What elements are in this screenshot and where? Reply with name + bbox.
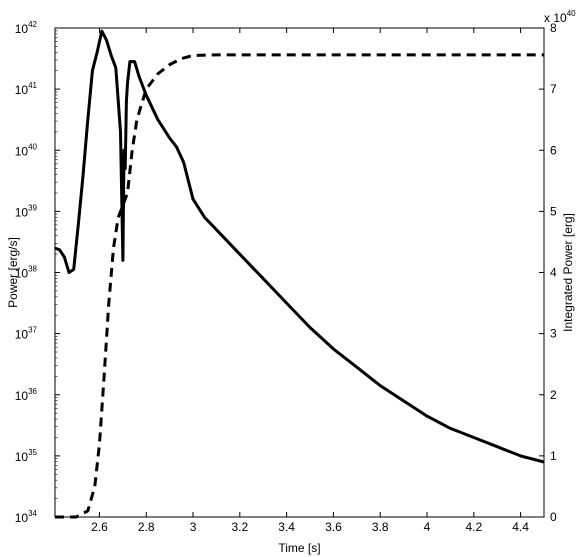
y-right-tick-label: 3: [550, 327, 557, 341]
x-tick-label: 3.2: [231, 520, 248, 534]
y-left-tick-label: 1042: [15, 20, 38, 36]
right-axis-multiplier-exponent: 40: [567, 9, 576, 18]
x-tick-label: 4.2: [465, 520, 482, 534]
y-right-tick-label: 0: [550, 510, 557, 524]
y-left-tick-label: 1034: [15, 509, 38, 525]
y-right-tick-label: 1: [550, 449, 557, 463]
x-tick-label: 4.4: [512, 520, 529, 534]
y-left-tick-label: 1040: [15, 142, 38, 158]
y-right-tick-label: 6: [550, 143, 557, 157]
x-tick-label: 2.6: [91, 520, 108, 534]
y-left-tick-label: 1041: [15, 81, 38, 97]
integrated-power-line: [55, 53, 544, 519]
y-right-tick-label: 4: [550, 266, 557, 280]
y-axis-left-label: Power [erg/s]: [6, 237, 20, 308]
x-axis-label: Time [s]: [278, 541, 320, 555]
x-tick-label: 3.4: [278, 520, 295, 534]
y-right-tick-label: 8: [550, 21, 557, 35]
x-tick-label: 3.6: [325, 520, 342, 534]
y-left-tick-label: 1035: [15, 448, 38, 464]
right-axis-multiplier-base: x 10: [544, 11, 567, 25]
x-tick-label: 2.8: [138, 520, 155, 534]
y-right-tick-label: 2: [550, 388, 557, 402]
y-left-tick-label: 1036: [15, 387, 38, 403]
power-line: [54, 29, 545, 464]
y-right-tick-label: 5: [550, 204, 557, 218]
y-left-tick-label: 1038: [15, 265, 38, 281]
y-left-tick-label: 1039: [15, 203, 38, 219]
y-right-tick-label: 7: [550, 82, 557, 96]
x-tick-label: 4: [424, 520, 431, 534]
plot-background: [55, 28, 544, 517]
y-axis-right-label: Integrated Power [erg]: [561, 213, 575, 332]
x-tick-label: 3: [190, 520, 197, 534]
y-left-tick-label: 1037: [15, 326, 38, 342]
x-tick-label: 3.8: [372, 520, 389, 534]
right-axis-multiplier: x 1040: [544, 9, 576, 25]
